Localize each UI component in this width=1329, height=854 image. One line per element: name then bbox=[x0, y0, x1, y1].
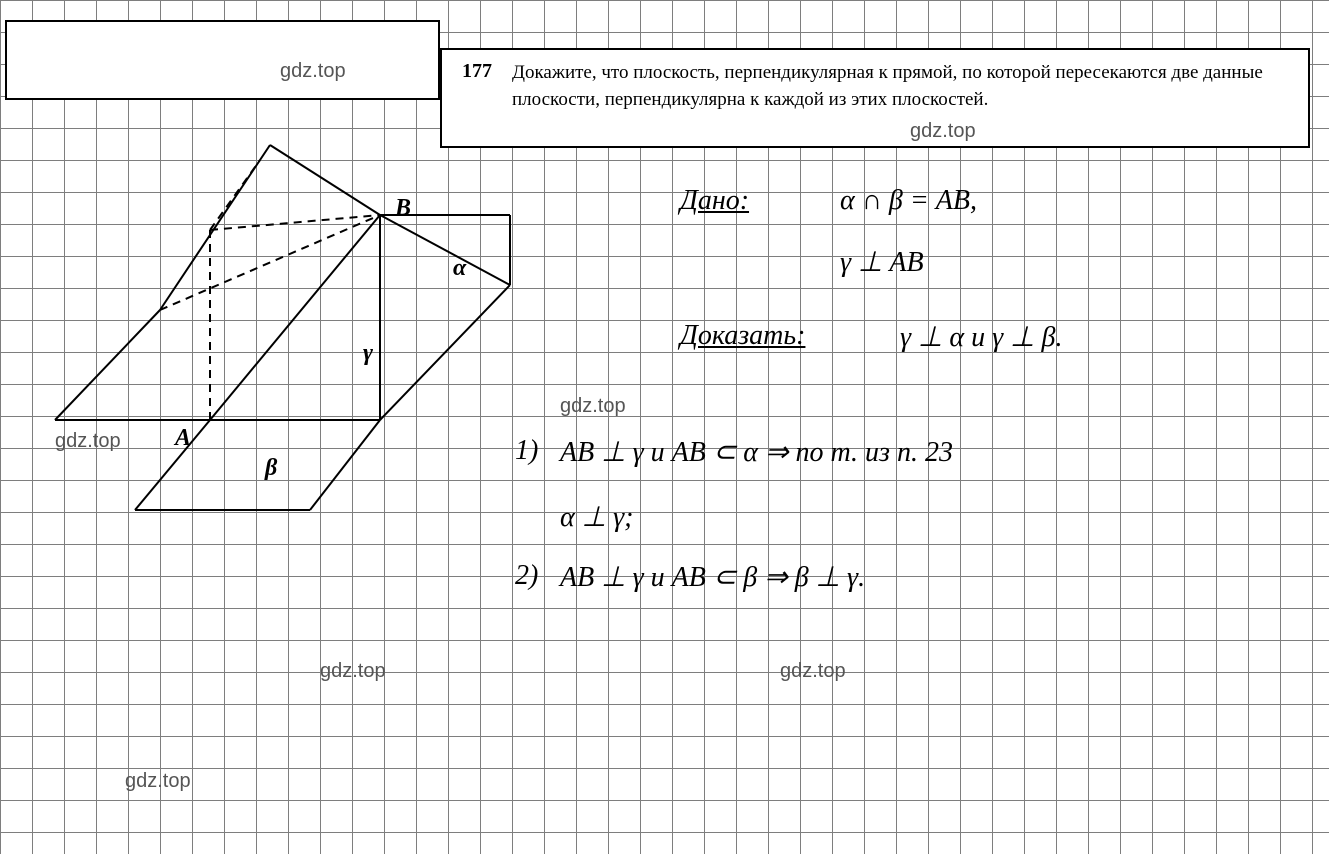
watermark-3: gdz.top bbox=[560, 395, 626, 418]
watermark-5: gdz.top bbox=[320, 660, 386, 683]
label-beta: β bbox=[265, 455, 277, 482]
prove-label: Доказать: bbox=[680, 320, 805, 352]
title-box bbox=[5, 20, 440, 100]
problem-number: 177 bbox=[462, 60, 492, 136]
label-alpha: α bbox=[453, 255, 466, 282]
given-label: Дано: bbox=[680, 185, 749, 217]
step1-text: AB ⊥ γ и AB ⊂ α ⇒ по т. из п. 23 bbox=[560, 435, 953, 469]
given-line2: γ ⊥ AB bbox=[840, 245, 924, 279]
step1-num: 1) bbox=[515, 435, 538, 467]
step2-num: 2) bbox=[515, 560, 538, 592]
watermark-2: gdz.top bbox=[910, 120, 976, 143]
problem-text: Докажите, что плоскость, перпендикулярна… bbox=[512, 60, 1288, 136]
prove-text: γ ⊥ α и γ ⊥ β. bbox=[900, 320, 1063, 354]
geometry-diagram bbox=[30, 130, 530, 530]
given-line1: α ∩ β = AB, bbox=[840, 185, 977, 217]
watermark-6: gdz.top bbox=[780, 660, 846, 683]
problem-box: 177 Докажите, что плоскость, перпендикул… bbox=[440, 48, 1310, 148]
step1-conclusion: α ⊥ γ; bbox=[560, 500, 633, 534]
label-B: B bbox=[395, 195, 411, 222]
step2-text: AB ⊥ γ и AB ⊂ β ⇒ β ⊥ γ. bbox=[560, 560, 865, 594]
label-gamma: γ bbox=[363, 340, 373, 367]
watermark-4: gdz.top bbox=[55, 430, 121, 453]
label-A: A bbox=[175, 425, 191, 452]
watermark-1: gdz.top bbox=[280, 60, 346, 83]
watermark-7: gdz.top bbox=[125, 770, 191, 793]
